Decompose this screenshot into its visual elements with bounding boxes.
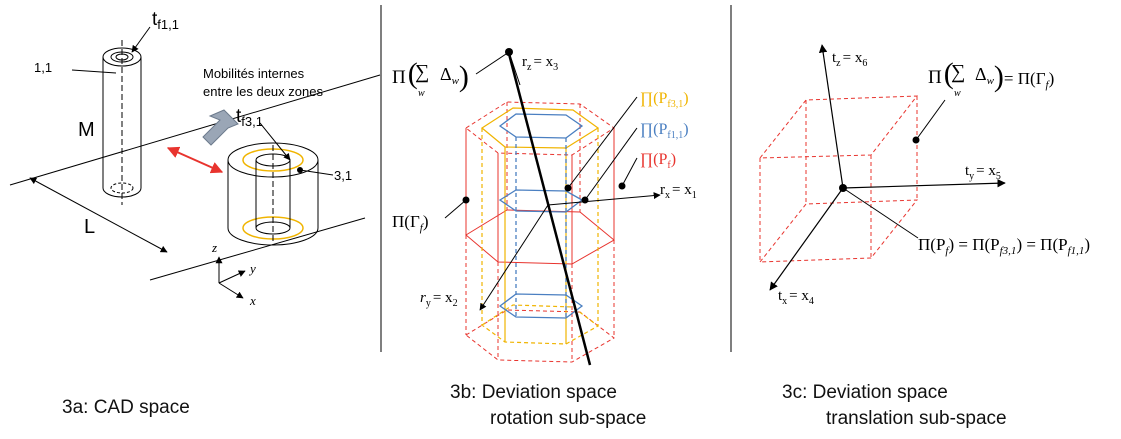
caption-3b-line2: rotation sub-space (490, 408, 647, 429)
label-sum-symbol-c: ∑ (951, 61, 965, 83)
label-pf-equalities: Π(Pf) = Π(Pf3,1) = Π(Pf1,1) (918, 235, 1090, 257)
label-tf31: tf3,1 (236, 106, 263, 129)
label-m: M (78, 119, 95, 141)
label-1-1: 1,1 (34, 60, 52, 75)
panel-c-translation-subspace: tz = x6 Π( ∑ w Δw)= Π(Γf) ty = x5 Π(Pf) = … (758, 44, 1090, 307)
dot-31 (297, 167, 303, 173)
leader-pf11 (584, 127, 638, 201)
label-ry: ry = x2 (420, 290, 458, 309)
leader-sum-c (915, 99, 946, 141)
cylinder-small (102, 40, 142, 205)
coordinate-frame (215, 256, 246, 299)
axis-label-y: y (248, 261, 256, 276)
label-pi-sum-c: Π( (928, 57, 954, 90)
leader-tf31 (259, 122, 291, 161)
label-rx: rx = x1 (660, 182, 697, 201)
legend-pf31: ∏(Pf3,1) (640, 90, 689, 110)
label-sum-symbol: ∑ (415, 61, 429, 83)
label-3-1: 3,1 (334, 168, 352, 183)
red-cube (758, 95, 919, 263)
dot-pf11 (581, 196, 589, 204)
legend-pf11: ∏(Pf1,1) (640, 121, 689, 141)
label-gamma: Π(Γf) (392, 212, 429, 234)
yellow-prism (480, 107, 600, 345)
leader-tf11 (131, 26, 151, 53)
caption-3b-line1: 3b: Deviation space (450, 382, 617, 403)
dot-pf (618, 182, 626, 190)
caption-3c-line1: 3c: Deviation space (782, 382, 948, 403)
leader-pf31 (567, 96, 638, 189)
label-tf11: tf1,1 (152, 9, 179, 32)
label-sum-delta: Δw) (440, 60, 469, 93)
dot-pf31 (564, 184, 572, 192)
leader-pf (621, 157, 638, 187)
label-ty: ty = x5 (965, 163, 1001, 182)
axis-ty (842, 179, 1006, 189)
panel-a-cad-space: 1,1 tf1,1 Mobilités internes entre les d… (9, 9, 381, 308)
dot-gamma (462, 196, 470, 204)
axis-line-m (9, 74, 381, 186)
red-double-arrow (166, 146, 224, 174)
label-tx: tx = x4 (778, 288, 814, 307)
axis-label-x: x (249, 293, 256, 308)
red-prism (465, 101, 615, 363)
label-rz: rz = x3 (522, 54, 558, 73)
caption-3c-line2: translation sub-space (826, 408, 1007, 429)
axis-line-lower (149, 217, 366, 281)
label-sum-w: w (418, 88, 425, 99)
axis-ry (479, 204, 549, 311)
label-sum-w-c: w (954, 88, 961, 99)
dot-sum-c (912, 136, 920, 144)
axis-rz (506, 49, 592, 366)
cylinder-large (227, 142, 319, 246)
leader-31 (299, 169, 334, 176)
leader-pf-c (842, 187, 919, 239)
leader-sum (475, 51, 510, 75)
axis-label-z: z (211, 240, 217, 255)
legend-pf: ∏(Pf) (640, 151, 676, 171)
label-pi-sum: Π( (392, 57, 418, 90)
gray-block-arrow (202, 109, 239, 146)
axis-tz (818, 44, 844, 189)
dimension-l (29, 177, 168, 253)
leader-11 (71, 69, 117, 74)
axis-tx (769, 187, 844, 291)
note-line-2: entre les deux zones (203, 84, 323, 99)
caption-3a: 3a: CAD space (62, 397, 190, 418)
leader-gamma (444, 199, 467, 219)
label-sum-delta-c: Δw)= Π(Γf) (975, 60, 1054, 93)
note-line-1: Mobilités internes (203, 66, 305, 81)
label-tz: tz = x6 (832, 50, 867, 69)
axis-rx (547, 192, 661, 206)
panel-b-rotation-subspace: Π( ∑ w Δw) rz = x3 ∏(Pf3,1) ∏(Pf1,1) ∏(Pf… (392, 48, 697, 366)
label-l: L (84, 216, 95, 238)
axis-rz-ext (508, 51, 521, 86)
